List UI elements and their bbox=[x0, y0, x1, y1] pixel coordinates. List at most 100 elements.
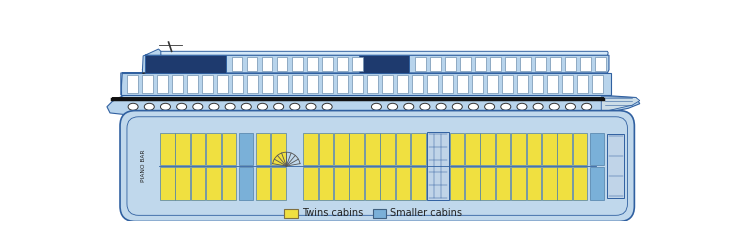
Bar bbox=[187, 75, 198, 93]
Bar bbox=[450, 167, 464, 200]
Ellipse shape bbox=[128, 103, 138, 110]
Bar bbox=[157, 75, 168, 93]
Bar bbox=[457, 75, 468, 93]
Text: PIANO BAR: PIANO BAR bbox=[141, 150, 145, 182]
Bar bbox=[127, 75, 138, 93]
Bar bbox=[518, 75, 528, 93]
Ellipse shape bbox=[161, 103, 171, 110]
Bar bbox=[365, 167, 380, 200]
Bar bbox=[247, 58, 258, 71]
Bar bbox=[372, 209, 386, 218]
Bar bbox=[202, 75, 213, 93]
Bar bbox=[175, 167, 190, 200]
Ellipse shape bbox=[274, 103, 284, 110]
Bar bbox=[430, 58, 441, 71]
Ellipse shape bbox=[469, 103, 478, 110]
Bar bbox=[607, 134, 624, 198]
Bar bbox=[239, 133, 253, 165]
Polygon shape bbox=[120, 73, 610, 95]
Bar bbox=[465, 133, 480, 165]
Bar bbox=[496, 133, 510, 165]
Bar bbox=[590, 133, 604, 165]
Bar bbox=[239, 167, 253, 200]
Bar bbox=[542, 133, 556, 165]
Bar bbox=[511, 167, 526, 200]
Bar bbox=[505, 58, 516, 71]
Text: Smaller cabins: Smaller cabins bbox=[391, 208, 462, 218]
Polygon shape bbox=[142, 73, 145, 74]
Bar bbox=[532, 75, 543, 93]
Ellipse shape bbox=[388, 103, 398, 110]
Bar bbox=[350, 133, 364, 165]
FancyBboxPatch shape bbox=[120, 111, 634, 221]
Bar bbox=[319, 133, 334, 165]
Ellipse shape bbox=[549, 103, 559, 110]
Text: Twins cabins: Twins cabins bbox=[301, 208, 363, 218]
Bar bbox=[292, 58, 302, 71]
Ellipse shape bbox=[404, 103, 414, 110]
Ellipse shape bbox=[306, 103, 316, 110]
Bar bbox=[365, 133, 380, 165]
Ellipse shape bbox=[453, 103, 462, 110]
Bar bbox=[261, 58, 272, 71]
Bar bbox=[307, 58, 318, 71]
Bar bbox=[412, 75, 423, 93]
Ellipse shape bbox=[533, 103, 543, 110]
Bar bbox=[480, 133, 495, 165]
Bar bbox=[319, 167, 334, 200]
Bar bbox=[284, 209, 298, 218]
Bar bbox=[277, 75, 288, 93]
Bar bbox=[590, 167, 604, 200]
Ellipse shape bbox=[242, 103, 251, 110]
Ellipse shape bbox=[485, 103, 495, 110]
Bar bbox=[352, 75, 363, 93]
Bar bbox=[490, 58, 501, 71]
Bar bbox=[175, 133, 190, 165]
Bar bbox=[511, 133, 526, 165]
Bar bbox=[307, 75, 318, 93]
Polygon shape bbox=[160, 51, 608, 55]
Bar bbox=[271, 167, 285, 200]
Bar bbox=[396, 167, 410, 200]
Polygon shape bbox=[142, 55, 609, 73]
Bar bbox=[358, 55, 409, 73]
Bar bbox=[577, 75, 588, 93]
Ellipse shape bbox=[517, 103, 527, 110]
Bar bbox=[415, 58, 426, 71]
Bar bbox=[337, 58, 347, 71]
Bar bbox=[397, 75, 408, 93]
Bar bbox=[367, 75, 378, 93]
Bar bbox=[207, 167, 221, 200]
Bar bbox=[191, 167, 206, 200]
Bar bbox=[172, 75, 182, 93]
Bar bbox=[262, 75, 273, 93]
Bar bbox=[558, 167, 572, 200]
Bar bbox=[475, 58, 485, 71]
Bar bbox=[427, 132, 449, 200]
Polygon shape bbox=[120, 49, 161, 95]
Bar bbox=[502, 75, 513, 93]
Bar bbox=[383, 75, 393, 93]
Bar bbox=[303, 133, 318, 165]
Bar bbox=[562, 75, 573, 93]
Bar bbox=[337, 75, 348, 93]
Bar bbox=[322, 75, 333, 93]
Bar bbox=[145, 55, 226, 73]
Bar bbox=[550, 58, 561, 71]
Bar bbox=[411, 133, 426, 165]
Bar bbox=[271, 133, 285, 165]
Bar bbox=[142, 75, 153, 93]
Ellipse shape bbox=[145, 103, 154, 110]
Ellipse shape bbox=[322, 103, 332, 110]
Bar bbox=[593, 75, 603, 93]
Bar bbox=[352, 58, 363, 71]
Bar bbox=[460, 58, 471, 71]
Ellipse shape bbox=[258, 103, 267, 110]
Bar bbox=[322, 58, 333, 71]
Ellipse shape bbox=[501, 103, 511, 110]
Ellipse shape bbox=[209, 103, 219, 110]
Bar bbox=[427, 75, 438, 93]
Bar bbox=[496, 167, 510, 200]
Ellipse shape bbox=[436, 103, 446, 110]
Bar bbox=[303, 167, 318, 200]
